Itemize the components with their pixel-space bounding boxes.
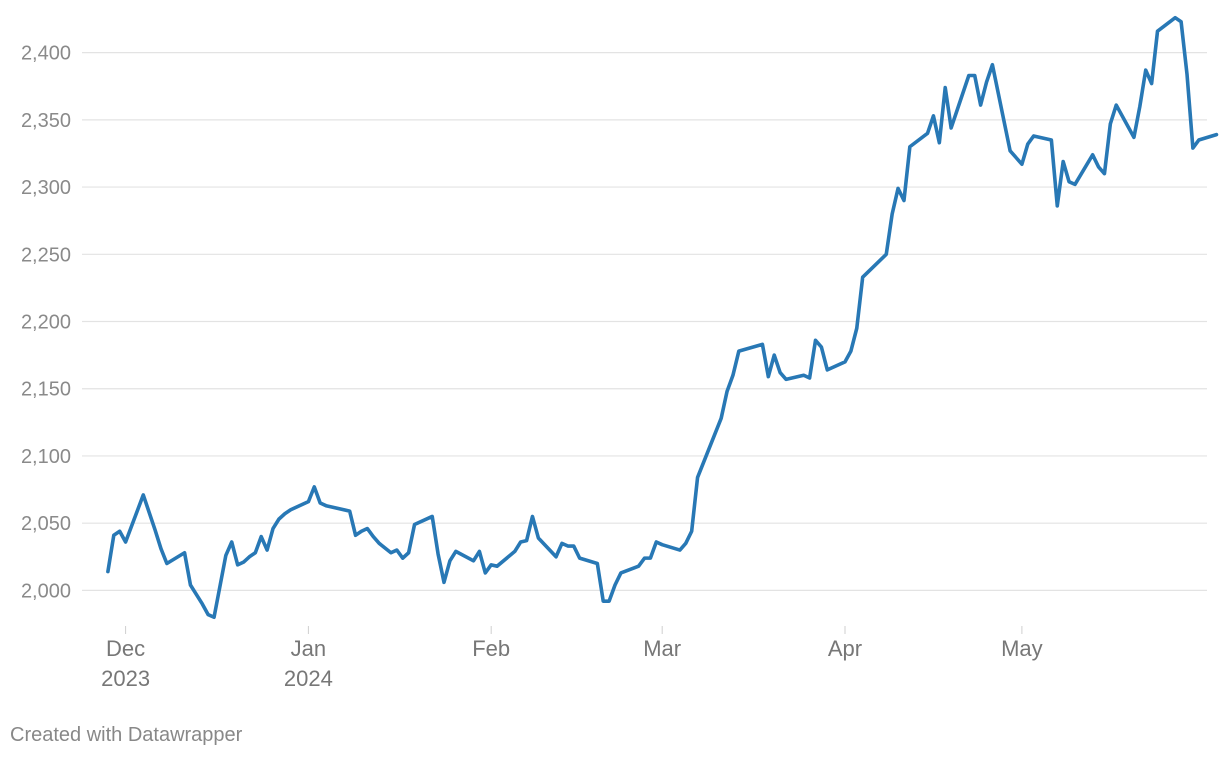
y-tick-label: 2,350 xyxy=(21,110,71,132)
x-tick-year-label: 2023 xyxy=(101,666,150,691)
x-tick-label: Mar xyxy=(643,636,681,661)
datawrapper-credit: Created with Datawrapper xyxy=(10,724,243,746)
x-tick-label: Dec xyxy=(106,636,145,661)
series-layer xyxy=(106,15,1219,620)
y-tick-label: 2,300 xyxy=(21,177,71,199)
y-tick-label: 2,400 xyxy=(21,43,71,65)
x-tick-year-label: 2024 xyxy=(284,666,333,691)
series-line xyxy=(106,15,1219,620)
line-chart: 2,000 2,050 2,100 2,150 2,200 2,250 2,300 2,350… xyxy=(21,15,1219,691)
gridlines xyxy=(82,52,1207,591)
y-tick-label: 2,100 xyxy=(21,446,71,468)
x-tick-label: Apr xyxy=(828,636,862,661)
x-tick-label: Feb xyxy=(472,636,510,661)
x-axis-ticks: Dec 2023 Jan 2024 Feb Mar Apr May xyxy=(101,626,1043,691)
y-tick-label: 2,150 xyxy=(21,379,71,401)
x-tick-label: May xyxy=(1001,636,1043,661)
y-axis-ticks: 2,000 2,050 2,100 2,150 2,200 2,250 2,300 2,350… xyxy=(21,43,71,603)
y-tick-label: 2,250 xyxy=(21,244,71,266)
x-tick-label: Jan xyxy=(291,636,326,661)
y-tick-label: 2,200 xyxy=(21,312,71,334)
y-tick-label: 2,050 xyxy=(21,513,71,535)
y-tick-label: 2,000 xyxy=(21,580,71,602)
